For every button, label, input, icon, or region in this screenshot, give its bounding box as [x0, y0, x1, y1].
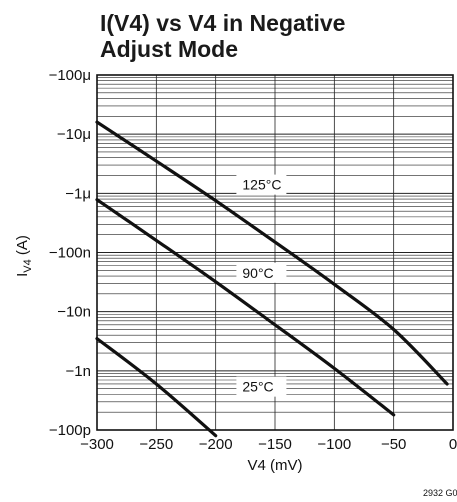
x-tick-label: −50	[381, 436, 406, 453]
x-tick-label: −200	[199, 436, 233, 453]
series-line-2	[95, 198, 396, 417]
x-tick-label: −100	[317, 436, 351, 453]
curve-label-bg	[236, 174, 287, 195]
figure-id: 2932 G05	[423, 488, 457, 498]
y-tick-label: −100p	[49, 422, 91, 439]
plot-frame	[96, 74, 454, 431]
x-tick-label: −300	[80, 436, 114, 453]
curve-label-1: 125°C	[242, 177, 281, 193]
y-tick-label: −100μ	[49, 67, 91, 84]
x-tick-label: 0	[449, 436, 457, 453]
x-tick-label: −250	[139, 436, 173, 453]
x-axis-label: V4 (mV)	[247, 457, 302, 474]
y-axis-label-sub: V4	[22, 259, 34, 272]
series-line-1	[95, 120, 449, 386]
y-tick-label: −100n	[49, 245, 91, 262]
x-tick-labels: −300 −250 −200 −150 −100 −50 0	[80, 436, 457, 453]
curves	[95, 120, 449, 438]
y-tick-labels: −100p −1n −10n −100n −1μ −10μ −100μ	[49, 67, 91, 439]
chart-title-line-2: Adjust Mode	[100, 36, 238, 62]
y-tick-label: −1n	[66, 363, 91, 380]
curve-label-3: 25°C	[242, 379, 273, 395]
curve-label-2: 90°C	[242, 265, 273, 281]
chart-title-line-1: I(V4) vs V4 in Negative	[100, 10, 345, 36]
y-axis-label-main: I	[14, 273, 31, 277]
curve-label-bg	[236, 262, 287, 283]
curve-labels: 125°C 90°C 25°C	[236, 174, 287, 397]
y-tick-label: −1μ	[65, 185, 91, 202]
y-tick-label: −10n	[57, 304, 91, 321]
y-axis-label-unit: (A)	[14, 235, 31, 259]
y-axis-label: IV4 (A)	[14, 235, 34, 277]
series-line-3	[95, 337, 218, 438]
curve-label-bg	[236, 376, 287, 397]
x-tick-label: −150	[258, 436, 292, 453]
y-tick-label: −10μ	[57, 126, 91, 143]
